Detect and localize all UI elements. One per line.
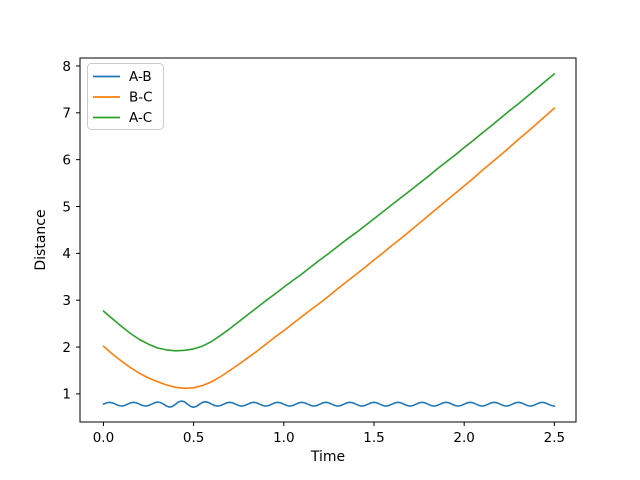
x-tick-label: 2.5 bbox=[544, 430, 565, 446]
legend-label-a-b: A-B bbox=[129, 69, 152, 85]
y-tick-label: 8 bbox=[62, 59, 71, 75]
y-tick-label: 4 bbox=[62, 246, 71, 262]
y-tick-label: 7 bbox=[62, 106, 71, 122]
x-axis-ticks: 0.0 0.5 1.0 1.5 2.0 2.5 bbox=[93, 422, 565, 446]
y-axis-label: Distance bbox=[33, 209, 49, 270]
series-group bbox=[102, 73, 556, 409]
x-tick-label: 1.5 bbox=[363, 430, 384, 446]
legend-frame bbox=[87, 63, 164, 130]
series-line-a-b bbox=[102, 400, 556, 409]
series-line-b-c bbox=[102, 107, 556, 390]
y-tick-label: 5 bbox=[62, 199, 71, 215]
legend-label-b-c: B-C bbox=[129, 90, 153, 106]
legend-label-a-c: A-C bbox=[129, 110, 152, 126]
y-tick-label: 1 bbox=[62, 387, 71, 403]
x-tick-label: 0.5 bbox=[183, 430, 204, 446]
x-tick-label: 1.0 bbox=[273, 430, 294, 446]
series-line-a-c bbox=[102, 73, 556, 352]
x-tick-label: 2.0 bbox=[453, 430, 474, 446]
legend: A-B B-C A-C bbox=[87, 63, 164, 130]
x-tick-label: 0.0 bbox=[93, 430, 114, 446]
y-tick-label: 2 bbox=[62, 340, 71, 356]
x-axis-label: Time bbox=[310, 449, 345, 465]
y-tick-label: 6 bbox=[62, 152, 71, 168]
plot-area-border bbox=[79, 57, 577, 423]
y-tick-label: 3 bbox=[62, 293, 71, 309]
y-axis-ticks: 1 2 3 4 5 6 7 8 bbox=[62, 59, 80, 403]
